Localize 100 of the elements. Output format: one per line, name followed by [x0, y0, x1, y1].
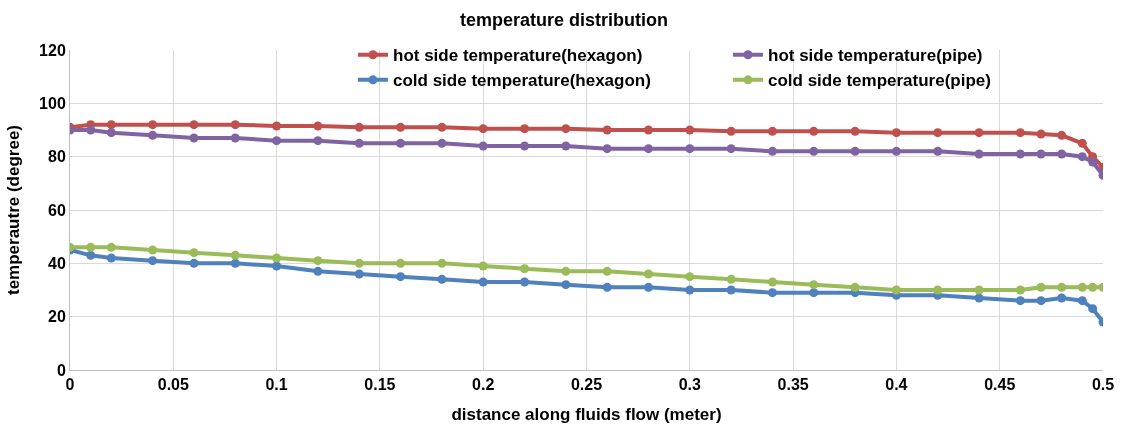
point	[1088, 282, 1098, 292]
point	[1036, 129, 1046, 139]
point	[106, 120, 116, 130]
point	[850, 126, 860, 136]
point	[520, 141, 530, 151]
legend-label: hot side temperature(pipe)	[768, 46, 983, 66]
point	[685, 125, 695, 135]
point	[354, 269, 364, 279]
point	[189, 258, 199, 268]
point	[478, 141, 488, 151]
point	[396, 272, 406, 282]
point	[1057, 149, 1067, 159]
point	[106, 128, 116, 138]
y-tick-label: 20	[48, 308, 66, 326]
point	[974, 128, 984, 138]
point	[437, 122, 447, 132]
point	[685, 144, 695, 154]
point	[148, 256, 158, 266]
point	[230, 258, 240, 268]
point	[974, 149, 984, 159]
y-tick-label: 60	[48, 201, 66, 219]
x-tick-label: 0.35	[777, 376, 809, 394]
point	[726, 144, 736, 154]
point	[1077, 138, 1087, 148]
x-tick-label: 0.15	[364, 376, 396, 394]
point	[685, 285, 695, 295]
point	[1057, 282, 1067, 292]
point	[561, 124, 571, 134]
point	[561, 141, 571, 151]
point	[437, 274, 447, 284]
point	[767, 277, 777, 287]
point	[354, 258, 364, 268]
point	[1057, 130, 1067, 140]
point	[850, 282, 860, 292]
point	[726, 285, 736, 295]
point	[520, 277, 530, 287]
point	[643, 282, 653, 292]
point	[189, 120, 199, 130]
legend-label: cold side temperature(pipe)	[768, 71, 991, 91]
point	[1036, 296, 1046, 306]
point	[891, 128, 901, 138]
point	[767, 146, 777, 156]
point	[230, 133, 240, 143]
point	[313, 266, 323, 276]
point	[230, 120, 240, 130]
point	[272, 261, 282, 271]
x-tick-label: 0.45	[984, 376, 1016, 394]
point	[437, 138, 447, 148]
point	[1077, 152, 1087, 162]
point	[396, 258, 406, 268]
x-tick-label: 0.25	[570, 376, 603, 394]
point	[272, 253, 282, 263]
point	[891, 285, 901, 295]
point	[726, 274, 736, 284]
legend-label: hot side temperature(hexagon)	[393, 46, 643, 66]
x-tick-label: 0.3	[678, 376, 702, 394]
point	[1015, 149, 1025, 159]
point	[1077, 282, 1087, 292]
x-tick-label: 0.1	[265, 376, 288, 394]
point	[148, 130, 158, 140]
point	[313, 121, 323, 131]
point	[809, 288, 819, 298]
point	[767, 126, 777, 136]
y-tick-label: 80	[48, 148, 66, 166]
point	[86, 250, 96, 260]
point	[726, 126, 736, 136]
point	[643, 144, 653, 154]
point	[850, 146, 860, 156]
point	[478, 124, 488, 134]
point	[602, 125, 612, 135]
point	[106, 242, 116, 252]
point	[437, 258, 447, 268]
point	[148, 120, 158, 130]
point	[643, 269, 653, 279]
point	[106, 253, 116, 263]
point	[230, 250, 240, 260]
point	[974, 293, 984, 303]
point	[189, 248, 199, 258]
point	[1036, 282, 1046, 292]
x-tick-label: 0.2	[472, 376, 495, 394]
point	[313, 136, 323, 146]
legend-label: cold side temperature(hexagon)	[393, 71, 651, 91]
point	[148, 245, 158, 255]
point	[602, 282, 612, 292]
point	[643, 125, 653, 135]
point	[520, 264, 530, 274]
y-tick-label: 120	[39, 41, 66, 59]
point	[354, 122, 364, 132]
point	[602, 144, 612, 154]
point	[685, 272, 695, 282]
point	[86, 125, 96, 135]
point	[561, 280, 571, 290]
point	[396, 138, 406, 148]
point	[272, 136, 282, 146]
y-tick-label: 100	[39, 94, 66, 112]
y-axis-title: temperautre (degree)	[3, 124, 23, 296]
point	[396, 122, 406, 132]
point	[809, 280, 819, 290]
chart-title: temperature distribution	[459, 9, 669, 30]
point	[272, 121, 282, 131]
